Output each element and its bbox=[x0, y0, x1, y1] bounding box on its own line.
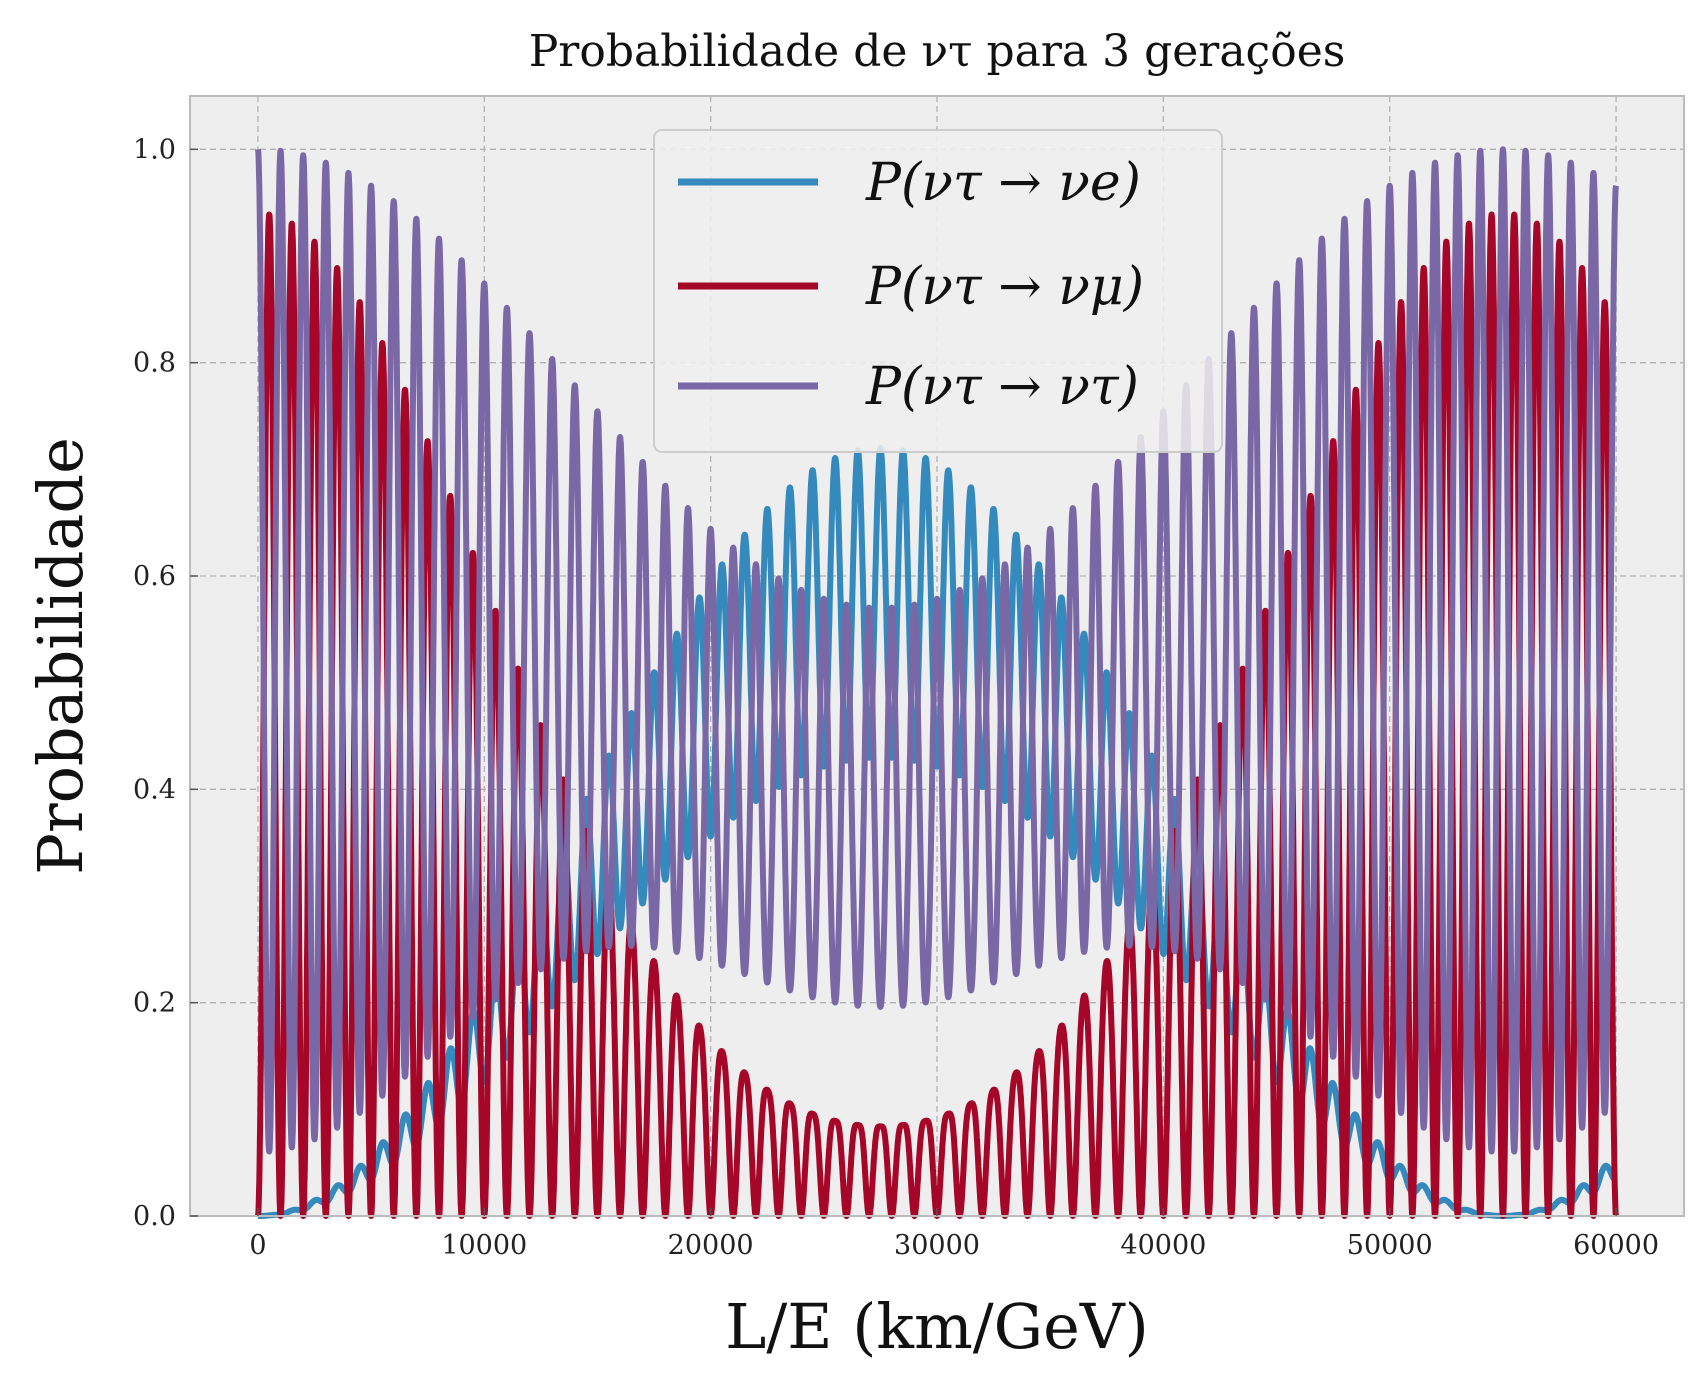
legend-label-nu-e: P(ντ → νe) bbox=[865, 153, 1141, 213]
y-axis-ticks: 0.0 0.2 0.4 0.6 0.8 1.0 bbox=[133, 134, 198, 1232]
series-nu-tau-line bbox=[254, 146, 1620, 1155]
y-tick-label: 0.2 bbox=[133, 988, 176, 1019]
x-tick-label: 10000 bbox=[441, 1230, 527, 1261]
legend-label-nu-tau: P(ντ → ντ) bbox=[865, 357, 1139, 417]
legend-frame bbox=[653, 129, 1223, 453]
y-tick-label: 0.0 bbox=[133, 1201, 176, 1232]
y-tick-label: 0.6 bbox=[133, 561, 176, 592]
x-tick-label: 40000 bbox=[1120, 1230, 1206, 1261]
x-tick-label: 50000 bbox=[1347, 1230, 1433, 1261]
y-tick-label: 0.8 bbox=[133, 348, 176, 379]
grid bbox=[190, 96, 1684, 1217]
legend-label-nu-mu: P(ντ → νμ) bbox=[865, 257, 1144, 317]
x-tick-label: 20000 bbox=[668, 1230, 754, 1261]
x-axis-ticks: 0 10000 20000 30000 40000 50000 60000 bbox=[249, 1208, 1659, 1261]
y-tick-label: 0.4 bbox=[133, 774, 176, 805]
y-tick-label: 1.0 bbox=[133, 134, 176, 165]
x-tick-label: 0 bbox=[249, 1230, 266, 1261]
x-tick-label: 60000 bbox=[1573, 1230, 1659, 1261]
x-tick-label: 30000 bbox=[894, 1230, 980, 1261]
legend: P(ντ → νe) P(ντ → νμ) P(ντ → ντ) bbox=[653, 129, 1223, 453]
y-axis-label: Probabilidade bbox=[24, 437, 97, 875]
chart-title: Probabilidade de ντ para 3 gerações bbox=[529, 26, 1346, 77]
x-axis-label: L/E (km/GeV) bbox=[725, 1290, 1149, 1363]
